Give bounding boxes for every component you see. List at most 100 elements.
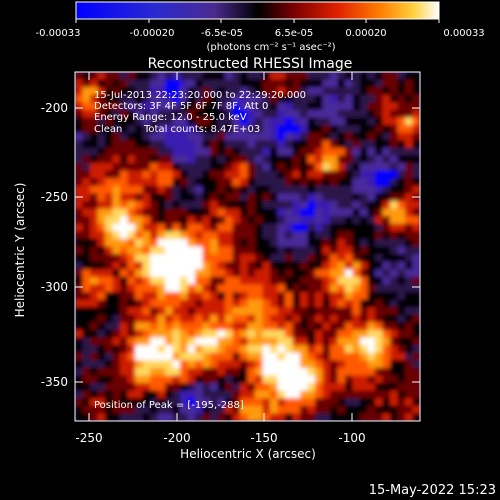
- image-cell: [262, 163, 271, 172]
- image-cell: [345, 178, 354, 187]
- image-cell: [202, 94, 211, 103]
- image-cell: [105, 352, 114, 361]
- image-cell: [307, 254, 316, 263]
- image-cell: [150, 125, 159, 134]
- image-cell: [270, 261, 279, 270]
- image-cell: [337, 140, 346, 149]
- image-cell: [337, 337, 346, 346]
- image-cell: [315, 147, 324, 157]
- image-cell: [187, 246, 196, 255]
- image-cell: [112, 284, 121, 293]
- image-cell: [217, 299, 226, 308]
- image-cell: [75, 299, 84, 308]
- image-cell: [75, 238, 84, 248]
- image-cell: [330, 102, 339, 111]
- image-cell: [90, 140, 99, 149]
- image-cell: [97, 193, 106, 202]
- image-cell: [285, 94, 294, 103]
- image-cell: [232, 140, 241, 149]
- image-cell: [142, 413, 151, 421]
- image-cell: [150, 292, 159, 301]
- image-cell: [330, 398, 339, 407]
- image-cell: [307, 337, 316, 346]
- image-cell: [172, 261, 181, 270]
- image-cell: [90, 299, 99, 308]
- image-cell: [120, 307, 129, 316]
- image-cell: [285, 178, 294, 187]
- image-cell: [390, 261, 399, 270]
- image-cell: [360, 125, 369, 134]
- image-cell: [382, 163, 391, 172]
- image-cell: [405, 117, 414, 126]
- image-cell: [405, 238, 414, 248]
- image-cell: [157, 193, 166, 202]
- image-cell: [195, 170, 204, 179]
- image-cell: [240, 390, 249, 399]
- image-cell: [255, 109, 264, 119]
- image-cell: [232, 238, 241, 248]
- image-cell: [112, 200, 121, 210]
- image-cell: [120, 140, 129, 149]
- image-cell: [322, 314, 331, 323]
- image-cell: [360, 178, 369, 187]
- image-cell: [217, 94, 226, 103]
- image-cell: [315, 72, 324, 81]
- image-cell: [97, 208, 106, 217]
- image-cell: [397, 79, 406, 88]
- image-cell: [367, 390, 376, 399]
- image-cell: [307, 147, 316, 157]
- image-cell: [202, 185, 211, 194]
- image-cell: [142, 117, 151, 126]
- image-cell: [232, 200, 241, 210]
- image-cell: [150, 109, 159, 119]
- image-cell: [142, 307, 151, 316]
- image-cell: [315, 261, 324, 270]
- image-cell: [225, 314, 234, 323]
- image-cell: [157, 307, 166, 316]
- image-cell: [127, 72, 136, 81]
- image-cell: [127, 125, 136, 134]
- image-cell: [330, 200, 339, 210]
- image-cell: [255, 405, 264, 415]
- image-cell: [90, 375, 99, 384]
- image-cell: [352, 163, 361, 172]
- image-cell: [127, 299, 136, 308]
- image-cell: [300, 360, 309, 369]
- image-cell: [397, 405, 406, 415]
- image-cell: [300, 117, 309, 126]
- image-cell: [322, 352, 331, 361]
- image-cell: [300, 178, 309, 187]
- image-cell: [322, 125, 331, 134]
- image-cell: [142, 269, 151, 278]
- image-cell: [217, 360, 226, 369]
- image-cell: [330, 125, 339, 134]
- image-cell: [270, 216, 279, 225]
- image-cell: [120, 383, 129, 392]
- image-cell: [390, 383, 399, 392]
- image-cell: [217, 79, 226, 88]
- image-cell: [240, 72, 249, 81]
- image-cell: [75, 337, 84, 346]
- image-cell: [225, 261, 234, 270]
- image-cell: [397, 261, 406, 270]
- image-cell: [330, 390, 339, 399]
- image-cell: [375, 132, 384, 141]
- image-cell: [322, 170, 331, 179]
- image-cell: [105, 269, 114, 278]
- image-cell: [307, 132, 316, 141]
- image-cell: [82, 193, 91, 202]
- image-cell: [405, 163, 414, 172]
- image-cell: [82, 117, 91, 126]
- image-cell: [97, 132, 106, 141]
- image-cell: [270, 200, 279, 210]
- image-cell: [202, 299, 211, 308]
- image-cell: [390, 390, 399, 399]
- image-cell: [360, 322, 369, 331]
- image-cell: [330, 276, 339, 286]
- image-cell: [127, 383, 136, 392]
- image-cell: [120, 322, 129, 331]
- image-cell: [75, 170, 84, 179]
- image-cell: [217, 132, 226, 141]
- image-cell: [142, 72, 151, 81]
- image-cell: [142, 223, 151, 232]
